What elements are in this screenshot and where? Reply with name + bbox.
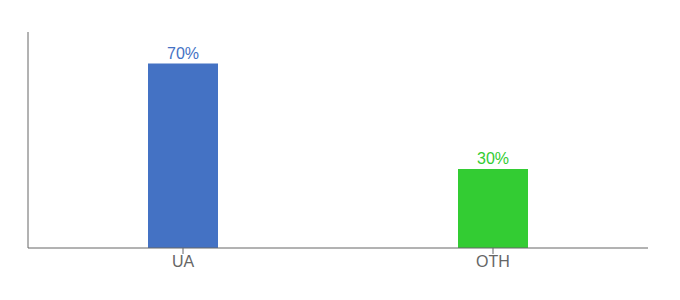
svg-text:OTH: OTH [476, 253, 510, 270]
svg-text:70%: 70% [167, 45, 199, 62]
svg-text:30%: 30% [477, 150, 509, 167]
svg-text:UA: UA [172, 253, 195, 270]
